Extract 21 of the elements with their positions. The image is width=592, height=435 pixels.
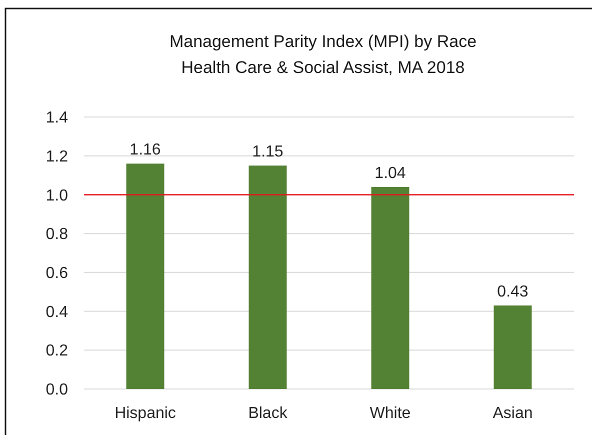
text: 1.0 bbox=[46, 187, 68, 204]
chart-title: Management Parity Index (MPI) by Race Health Care & Social Assist, MA 2018 bbox=[169, 32, 477, 77]
text: 0.4 bbox=[46, 304, 68, 321]
bar bbox=[371, 186, 410, 389]
bar bbox=[494, 305, 532, 389]
text: 0.8 bbox=[46, 226, 68, 244]
text: 0.2 bbox=[46, 342, 68, 360]
text: 1.4 bbox=[46, 110, 68, 127]
x-tick-label: White bbox=[370, 405, 411, 422]
text: 1.2 bbox=[46, 148, 68, 166]
x-tick-label: Asian bbox=[492, 405, 533, 422]
bar bbox=[126, 164, 164, 389]
x-tick-label: Black bbox=[248, 405, 288, 422]
data-label: 1.15 bbox=[252, 144, 284, 161]
data-label: 1.04 bbox=[374, 164, 406, 182]
text: 0.0 bbox=[46, 382, 68, 399]
data-label: 0.43 bbox=[497, 283, 528, 300]
text: 0.6 bbox=[46, 265, 68, 282]
bar bbox=[248, 166, 287, 389]
data-label: 1.16 bbox=[130, 142, 161, 159]
x-tick-label: Hispanic bbox=[114, 405, 176, 422]
